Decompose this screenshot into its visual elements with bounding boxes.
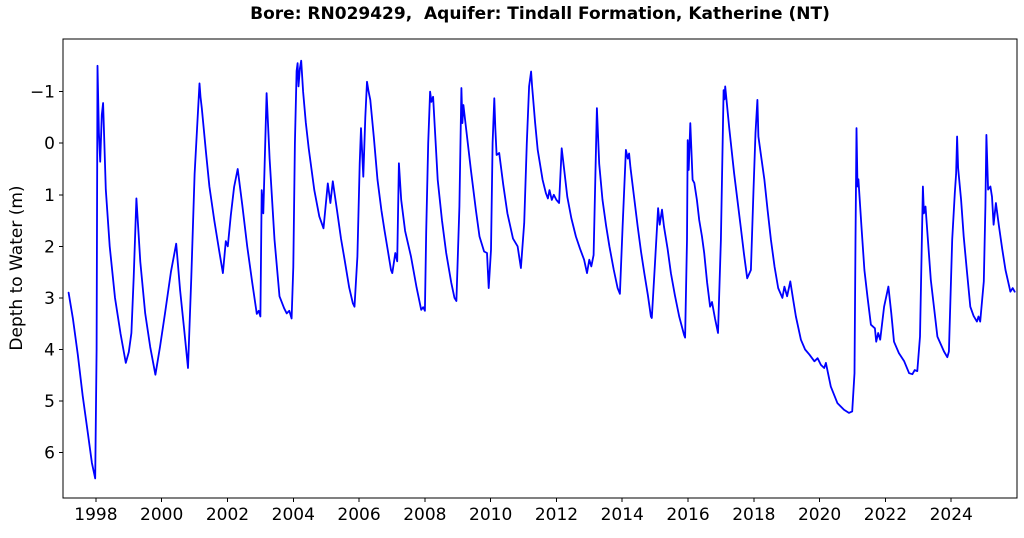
plot-frame — [62, 38, 1018, 499]
y-tick-label: 1 — [44, 186, 55, 206]
y-tick-label: 5 — [44, 392, 55, 412]
x-tick-label: 2012 — [535, 505, 578, 525]
x-tick-label: 2018 — [732, 505, 775, 525]
x-tick-label: 2002 — [206, 505, 249, 525]
depth-series-line — [67, 59, 1016, 480]
y-tick-label: −1 — [30, 83, 55, 103]
x-tick-label: 2016 — [666, 505, 709, 525]
x-tick-label: 2020 — [798, 505, 841, 525]
x-tick-label: 2010 — [469, 505, 512, 525]
x-tick-label: 2014 — [601, 505, 644, 525]
x-tick-label: 1998 — [74, 505, 117, 525]
y-axis-label: Depth to Water (m) — [7, 185, 27, 351]
y-tick-label: 4 — [44, 340, 55, 360]
x-tick-label: 2008 — [403, 505, 446, 525]
x-tick-label: 2000 — [140, 505, 183, 525]
y-tick-label: 0 — [44, 134, 55, 154]
x-tick-label: 2024 — [930, 505, 973, 525]
y-tick-label: 6 — [44, 444, 55, 464]
x-tick-label: 2006 — [337, 505, 380, 525]
x-tick-label: 2022 — [864, 505, 907, 525]
y-tick-label: 3 — [44, 289, 55, 309]
x-tick-label: 2004 — [272, 505, 315, 525]
chart-title: Bore: RN029429, Aquifer: Tindall Formati… — [250, 4, 830, 24]
y-tick-label: 2 — [44, 237, 55, 257]
